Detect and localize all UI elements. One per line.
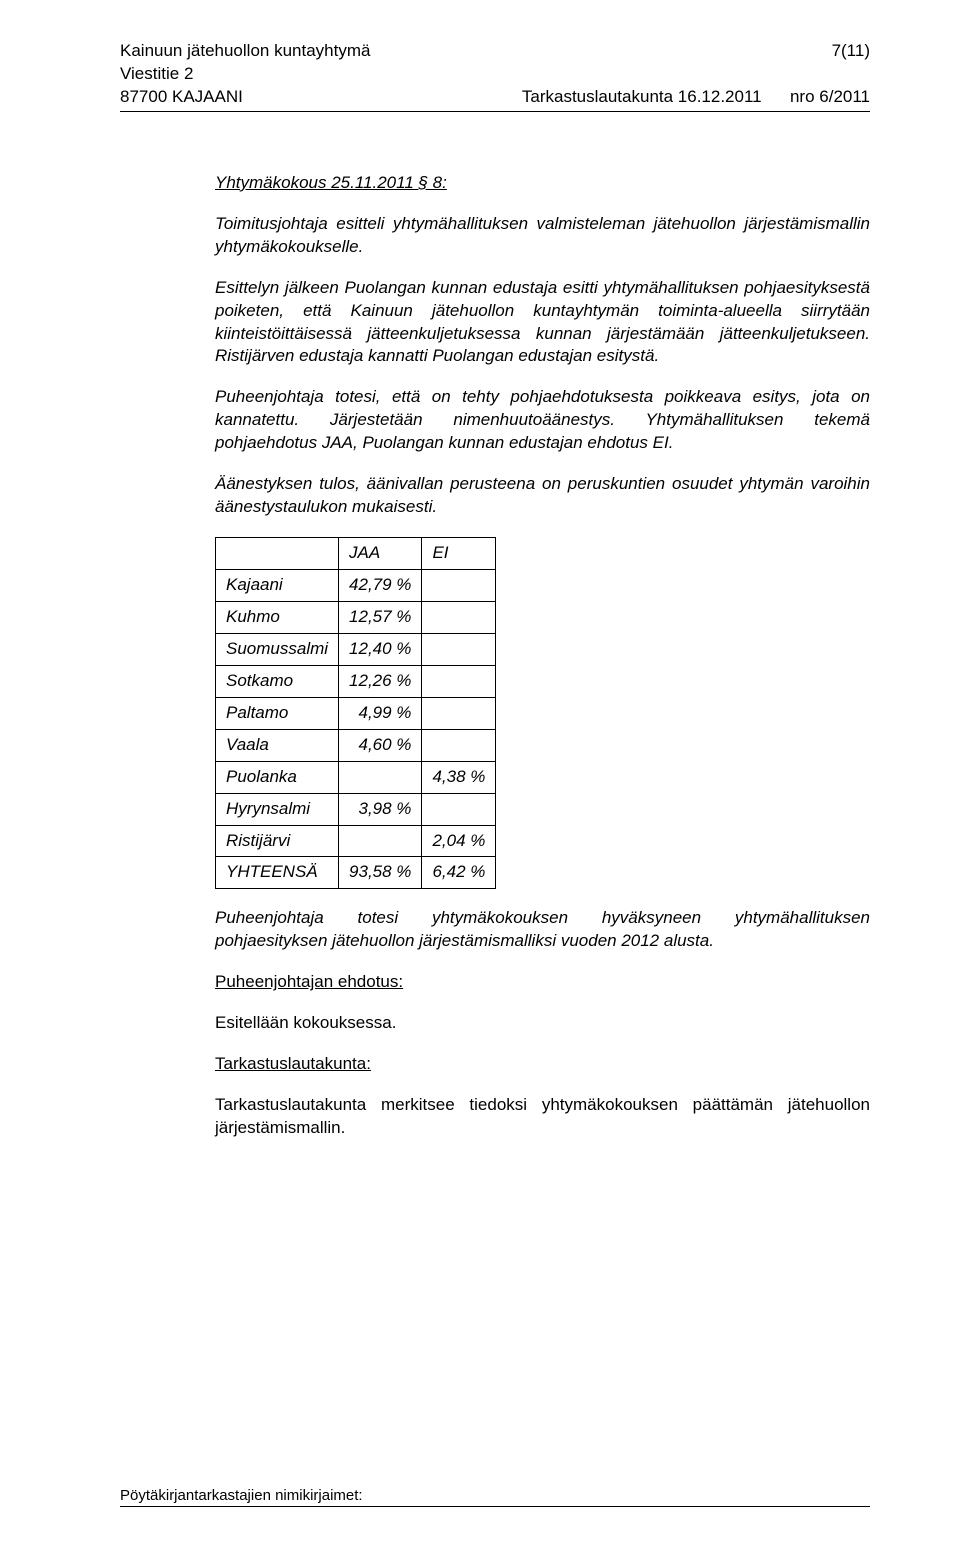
paragraph-2: Esittelyn jälkeen Puolangan kunnan edust…: [215, 277, 870, 369]
vote-ei: [422, 570, 496, 602]
vote-jaa: 42,79 %: [339, 570, 422, 602]
vote-jaa: 12,40 %: [339, 633, 422, 665]
vote-name: Hyrynsalmi: [216, 793, 339, 825]
vote-jaa: 12,26 %: [339, 665, 422, 697]
chair-proposal-label: Puheenjohtajan ehdotus:: [215, 971, 870, 994]
header-right-row: Tarkastuslautakunta 16.12.2011 nro 6/201…: [522, 86, 870, 109]
org-name: Kainuun jätehuollon kuntayhtymä: [120, 40, 370, 63]
table-row: Hyrynsalmi 3,98 %: [216, 793, 496, 825]
paragraph-3: Puheenjohtaja totesi, että on tehty pohj…: [215, 386, 870, 455]
vote-table: JAA EI Kajaani 42,79 % Kuhmo 12,57 % Suo…: [215, 537, 496, 889]
header-separator: [120, 111, 870, 112]
footer-separator: [120, 1506, 870, 1507]
content: Yhtymäkokous 25.11.2011 § 8: Toimitusjoh…: [215, 172, 870, 1140]
vote-header-jaa: JAA: [339, 538, 422, 570]
meeting-title: Yhtymäkokous 25.11.2011 § 8:: [215, 172, 870, 195]
address-line-2: 87700 KAJAANI: [120, 86, 370, 109]
table-row: Ristijärvi 2,04 %: [216, 825, 496, 857]
vote-ei: [422, 665, 496, 697]
header-right: 7(11) Tarkastuslautakunta 16.12.2011 nro…: [522, 40, 870, 109]
vote-jaa: 3,98 %: [339, 793, 422, 825]
vote-ei: [422, 601, 496, 633]
vote-header-ei: EI: [422, 538, 496, 570]
vote-ei: [422, 793, 496, 825]
vote-jaa: 4,99 %: [339, 697, 422, 729]
chair-proposal-text: Esitellään kokouksessa.: [215, 1012, 870, 1035]
table-row: Kuhmo 12,57 %: [216, 601, 496, 633]
page: Kainuun jätehuollon kuntayhtymä Viestiti…: [0, 0, 960, 1543]
table-row: Puolanka 4,38 %: [216, 761, 496, 793]
vote-jaa: 12,57 %: [339, 601, 422, 633]
vote-name: Kajaani: [216, 570, 339, 602]
meeting-title-text: Yhtymäkokous 25.11.2011 § 8:: [215, 173, 447, 192]
vote-header-row: JAA EI: [216, 538, 496, 570]
vote-name: Paltamo: [216, 697, 339, 729]
vote-ei: 6,42 %: [422, 857, 496, 889]
page-header: Kainuun jätehuollon kuntayhtymä Viestiti…: [120, 40, 870, 109]
table-row-total: YHTEENSÄ 93,58 % 6,42 %: [216, 857, 496, 889]
paragraph-4: Äänestyksen tulos, äänivallan perusteena…: [215, 473, 870, 519]
table-row: Suomussalmi 12,40 %: [216, 633, 496, 665]
committee-text: Tarkastuslautakunta merkitsee tiedoksi y…: [215, 1094, 870, 1140]
vote-name: Vaala: [216, 729, 339, 761]
footer-label: Pöytäkirjantarkastajien nimikirjaimet:: [120, 1487, 870, 1504]
doc-number: nro 6/2011: [790, 87, 870, 106]
vote-ei: [422, 697, 496, 729]
address-line-1: Viestitie 2: [120, 63, 370, 86]
vote-header-blank: [216, 538, 339, 570]
vote-jaa: [339, 825, 422, 857]
table-row: Kajaani 42,79 %: [216, 570, 496, 602]
vote-jaa: 4,60 %: [339, 729, 422, 761]
vote-name: Suomussalmi: [216, 633, 339, 665]
page-footer: Pöytäkirjantarkastajien nimikirjaimet:: [120, 1487, 870, 1507]
page-number: 7(11): [832, 40, 870, 63]
committee-date: Tarkastuslautakunta 16.12.2011: [522, 87, 762, 106]
table-row: Paltamo 4,99 %: [216, 697, 496, 729]
vote-name: YHTEENSÄ: [216, 857, 339, 889]
paragraph-1: Toimitusjohtaja esitteli yhtymähallituks…: [215, 213, 870, 259]
vote-name: Puolanka: [216, 761, 339, 793]
paragraph-5: Puheenjohtaja totesi yhtymäkokouksen hyv…: [215, 907, 870, 953]
header-left: Kainuun jätehuollon kuntayhtymä Viestiti…: [120, 40, 370, 109]
vote-name: Ristijärvi: [216, 825, 339, 857]
vote-ei: [422, 633, 496, 665]
vote-ei: 4,38 %: [422, 761, 496, 793]
vote-name: Sotkamo: [216, 665, 339, 697]
chair-proposal-label-text: Puheenjohtajan ehdotus:: [215, 972, 403, 991]
table-row: Sotkamo 12,26 %: [216, 665, 496, 697]
table-row: Vaala 4,60 %: [216, 729, 496, 761]
vote-ei: 2,04 %: [422, 825, 496, 857]
vote-jaa: 93,58 %: [339, 857, 422, 889]
header-spacer: [865, 63, 870, 86]
committee-label-text: Tarkastuslautakunta:: [215, 1054, 371, 1073]
committee-label: Tarkastuslautakunta:: [215, 1053, 870, 1076]
vote-jaa: [339, 761, 422, 793]
vote-ei: [422, 729, 496, 761]
vote-name: Kuhmo: [216, 601, 339, 633]
